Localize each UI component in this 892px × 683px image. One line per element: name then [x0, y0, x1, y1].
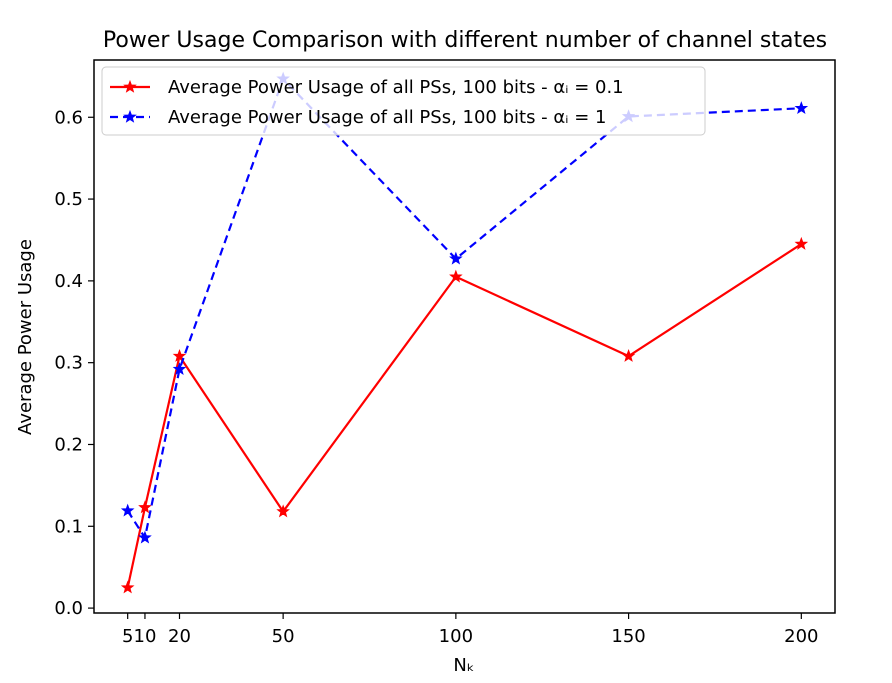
data-point	[172, 362, 187, 376]
data-point	[449, 251, 463, 265]
legend: Average Power Usage of all PSs, 100 bits…	[101, 66, 706, 136]
plot-area	[93, 59, 836, 614]
series-line	[126, 243, 802, 588]
plot-frame	[93, 59, 836, 614]
y-tick-label: 0.5	[54, 189, 83, 210]
data-point	[138, 500, 152, 514]
data-point	[276, 504, 290, 518]
y-axis-label: Average Power Usage	[15, 239, 36, 435]
series-line	[126, 77, 802, 539]
data-point	[120, 580, 135, 594]
x-tick-label: 20	[168, 626, 191, 647]
x-axis-ticks: 5 10 20 50 100 150 200	[122, 613, 818, 647]
data-point	[621, 348, 636, 362]
y-axis-ticks: 0.0 0.1 0.2 0.3 0.4 0.5 0.6	[54, 107, 94, 619]
legend-box	[101, 66, 706, 136]
x-tick-label: 50	[272, 626, 295, 647]
x-tick-label: 10	[134, 626, 157, 647]
x-axis-label: Nₖ	[453, 655, 474, 676]
series-1	[120, 236, 809, 594]
x-tick-label: 5	[122, 626, 133, 647]
data-point	[449, 269, 463, 283]
legend-marker	[123, 79, 137, 93]
data-point	[794, 236, 809, 250]
legend-marker	[123, 109, 137, 123]
legend-label: Average Power Usage of all PSs, 100 bits…	[168, 107, 606, 128]
legend-entry: Average Power Usage of all PSs, 100 bits…	[110, 107, 606, 128]
legend-entry: Average Power Usage of all PSs, 100 bits…	[110, 77, 624, 98]
y-tick-label: 0.6	[54, 107, 83, 128]
y-tick-label: 0.4	[54, 271, 83, 292]
legend-entries: Average Power Usage of all PSs, 100 bits…	[110, 77, 624, 128]
y-tick-label: 0.3	[54, 353, 83, 374]
x-tick-label: 200	[784, 626, 818, 647]
x-tick-label: 100	[439, 626, 473, 647]
y-tick-label: 0.0	[54, 598, 83, 619]
data-point	[138, 530, 152, 544]
x-tick-label: 150	[611, 626, 645, 647]
chart-title: Power Usage Comparison with different nu…	[103, 28, 827, 53]
y-tick-label: 0.2	[54, 434, 83, 455]
y-tick-label: 0.1	[54, 516, 83, 537]
series-layer	[120, 71, 809, 594]
data-point	[794, 101, 809, 115]
legend-label: Average Power Usage of all PSs, 100 bits…	[168, 77, 624, 98]
data-point	[172, 348, 187, 362]
data-point	[120, 503, 135, 517]
